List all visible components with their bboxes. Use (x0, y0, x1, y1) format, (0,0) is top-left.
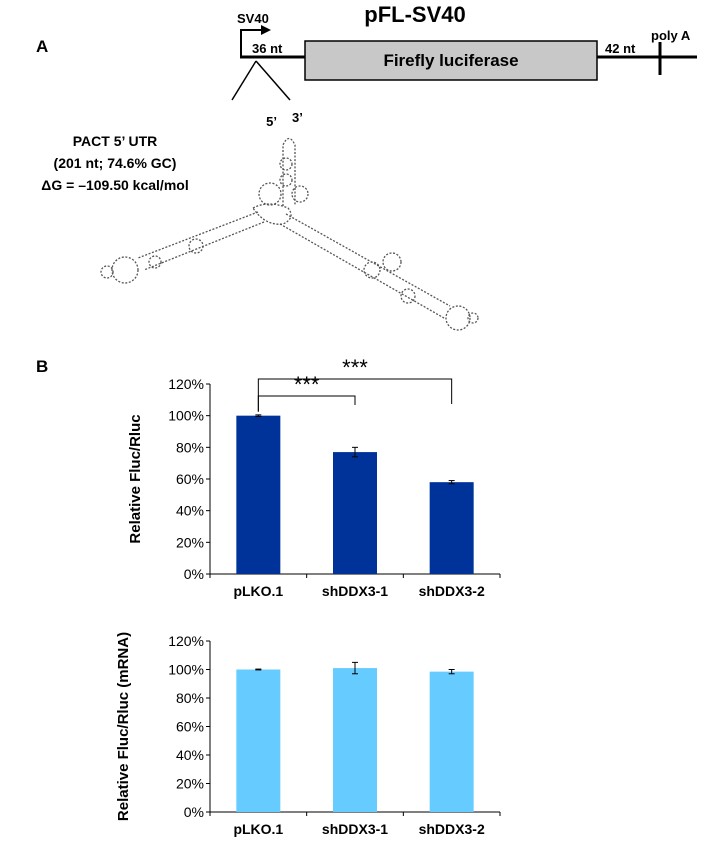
chart2-y-tick-label: 120% (168, 633, 204, 649)
end-5-label: 5’ (266, 114, 277, 129)
chart1-significance-label: *** (342, 355, 368, 380)
chart1-y-tick-label: 60% (176, 471, 204, 487)
chart1-significance-label: *** (294, 372, 320, 397)
chart2-y-tick-label: 60% (176, 719, 204, 735)
chart1-y-tick-label: 100% (168, 408, 204, 424)
chart2-bar-shDDX3-1 (333, 668, 377, 812)
promoter-label: SV40 (237, 11, 269, 26)
utr3-length: 42 nt (605, 41, 636, 56)
chart2-y-tick-label: 0% (184, 804, 204, 820)
construct-title: pFL-SV40 (364, 2, 465, 27)
panel-b-label: B (36, 357, 48, 376)
polya-label: poly A (651, 28, 691, 43)
rna-secondary-structure (100, 137, 479, 331)
end-3-label: 3’ (292, 110, 303, 125)
chart1-y-tick-label: 0% (184, 566, 204, 582)
chart2-x-label: shDDX3-1 (322, 821, 388, 837)
chart1-x-label: shDDX3-1 (322, 583, 388, 599)
construct-map: Firefly luciferase SV40 36 nt 42 nt poly… (231, 11, 697, 101)
chart2-y-tick-label: 100% (168, 662, 204, 678)
chart2-bar-shDDX3-2 (429, 671, 474, 812)
chart1-bar-shDDX3-2 (429, 482, 474, 574)
utr-length-gc: (201 nt; 74.6% GC) (54, 155, 177, 171)
chart1-x-label: pLKO.1 (233, 583, 283, 599)
zoom-line-left (231, 60, 257, 101)
chart1-bar-shDDX3-1 (333, 452, 377, 574)
chart2-x-label: pLKO.1 (233, 821, 283, 837)
chart1-y-axis-label: Relative Fluc/Rluc (127, 414, 144, 543)
promoter-arrow (240, 29, 263, 57)
mrna-chart: 0% 20% 40% 60% 80% 100% 120% pLKO.1 shDDX3-1 shDD… (115, 632, 501, 837)
chart1-y-tick-label: 20% (176, 534, 204, 550)
utr-delta-g: ΔG = –109.50 kcal/mol (41, 177, 188, 193)
gene-label: Firefly luciferase (383, 51, 518, 70)
chart2-x-label: shDDX3-2 (419, 821, 485, 837)
luciferase-box (304, 40, 598, 81)
chart2-bar-pLKO.1 (236, 669, 281, 812)
protein-chart: 0% 20% 40% 60% 80% 100% 120% pLKO.1 shDDX3-1 shDD… (127, 355, 501, 599)
chart1-y-tick-label: 80% (176, 439, 204, 455)
utr5-length: 36 nt (252, 41, 283, 56)
chart1-y-tick-label: 120% (168, 376, 204, 392)
panel-a-label: A (36, 37, 48, 56)
chart2-y-tick-label: 80% (176, 690, 204, 706)
chart1-x-label: shDDX3-2 (419, 583, 485, 599)
zoom-line-right (255, 60, 291, 101)
chart2-y-axis-label: Relative Fluc/Rluc (mRNA) (115, 632, 132, 821)
chart1-bar-pLKO.1 (236, 415, 281, 574)
chart1-significance-bracket (257, 378, 453, 412)
utr-name: PACT 5’ UTR (73, 133, 158, 149)
promoter-arrowhead (261, 25, 271, 35)
chart1-y-tick-label: 40% (176, 503, 204, 519)
chart2-y-tick-label: 40% (176, 747, 204, 763)
chart2-y-tick-label: 20% (176, 776, 204, 792)
chart1-significance-bracket (257, 395, 356, 412)
